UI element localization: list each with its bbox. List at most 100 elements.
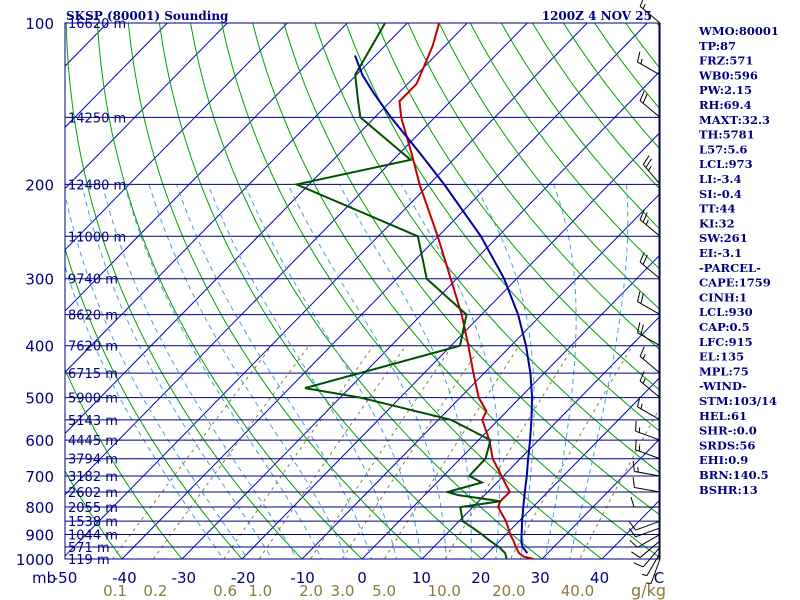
pressure-tick-label: 1000 [16, 551, 54, 569]
wind-barb [636, 291, 661, 316]
wind-barb [639, 90, 661, 118]
mixing-ratio-tick-label: 40.0 [561, 582, 594, 600]
mixing-ratio-line [444, 345, 575, 559]
sounding-traces [293, 23, 534, 559]
moist-adiabat [474, 184, 535, 559]
pressure-tick-label: 500 [25, 390, 54, 408]
stability-indices: WMO:80001TP:87FRZ:571WB0:596PW:2.15RH:69… [698, 24, 779, 497]
wind-barb [631, 540, 661, 558]
parcel-trace [354, 55, 534, 554]
isotherm [121, 23, 648, 559]
wind-barb [639, 371, 661, 399]
dry-adiabat [65, 469, 123, 559]
temperature-tick-label: -50 [53, 569, 78, 587]
isotherm [301, 193, 659, 559]
wind-barb [645, 558, 661, 584]
index-line: HEL:61 [699, 409, 747, 423]
wind-barb [636, 396, 661, 421]
isotherm [65, 23, 468, 435]
plot-border [64, 22, 660, 560]
height-label: 7620 m [68, 340, 118, 355]
mixing-ratio-tick-label: 5.0 [372, 582, 396, 600]
index-line: SHR-:0.0 [699, 424, 757, 438]
wind-barb [628, 520, 661, 531]
mixing-ratio-tick-label: 3.0 [331, 582, 355, 600]
index-line: TT:44 [699, 202, 736, 216]
temperature-tick-label: -20 [231, 569, 256, 587]
dry-adiabat [65, 368, 183, 559]
isotherm [481, 377, 659, 559]
isotherm [65, 23, 348, 312]
temperature-tick-label: -10 [290, 569, 315, 587]
wind-barb [628, 527, 661, 538]
mixing-ratio-unit-label: g/kg [631, 581, 666, 600]
height-label: 9740 m [68, 273, 118, 288]
wind-barb [632, 477, 661, 493]
mixing-ratio-tick-label: 0.2 [143, 582, 167, 600]
isotherm [65, 23, 228, 190]
mixing-ratio-line [111, 345, 273, 559]
moist-adiabat [339, 184, 472, 559]
temperature-tick-label: 0 [357, 569, 367, 587]
index-line: EL:135 [699, 350, 744, 364]
height-label: 14250 m [68, 111, 126, 126]
height-label: 3794 m [68, 453, 118, 468]
isotherm [65, 23, 588, 557]
moist-adiabat [544, 184, 577, 559]
mixing-ratio-line [579, 408, 659, 559]
height-label: 5143 m [68, 414, 118, 429]
moist-adiabat [176, 184, 372, 559]
moist-adiabat [65, 265, 224, 559]
isotherm [65, 23, 528, 496]
mixing-ratio-line [258, 345, 407, 559]
height-label: 2602 m [68, 486, 118, 501]
mixing-ratio-tick-label: 0.6 [213, 582, 237, 600]
mixing-ratio-tick-label: 2.0 [299, 582, 323, 600]
wind-barb [633, 546, 661, 568]
isotherm [65, 23, 408, 373]
wind-barb [639, 0, 661, 24]
wind-barb [641, 552, 661, 577]
moist-adiabat-lines [65, 184, 629, 559]
index-line: CINH:1 [699, 290, 747, 304]
height-label: 4445 m [68, 434, 118, 449]
index-line: -WIND- [699, 379, 747, 393]
isotherm [541, 438, 659, 559]
temperature-end-label: C [654, 569, 664, 587]
mixing-ratio-line [309, 345, 453, 559]
wind-barb [639, 209, 661, 237]
pressure-tick-label: 800 [25, 499, 54, 517]
height-label: 16620 m [68, 17, 126, 32]
moist-adiabat [101, 184, 298, 559]
pressure-tick-label: 200 [25, 176, 54, 194]
index-line: LCL:930 [699, 305, 753, 319]
wind-barb [636, 322, 661, 347]
pressure-axis: 100 200 300 400 500 600 700 800 900 1000 [16, 15, 54, 569]
isotherm [65, 23, 168, 129]
height-label: 3182 m [68, 470, 118, 485]
temperature-tick-label: 30 [531, 569, 550, 587]
height-label: 12480 m [68, 178, 126, 193]
temperature-tick-label: 40 [590, 569, 609, 587]
pressure-tick-label: 700 [25, 468, 54, 486]
index-line: SI:-0.4 [699, 187, 742, 201]
temperature-axis: -50 -40 -30 -20 -10 0 10 20 30 40 C [53, 569, 664, 587]
index-line: -PARCEL- [699, 261, 761, 275]
chart-datetime: 1200Z 4 NOV 25 [542, 9, 652, 23]
mixing-ratio-axis: 0.1 0.2 0.6 1.0 2.0 3.0 5.0 10.0 20.0 40.0 [103, 582, 594, 600]
moist-adiabat [287, 184, 447, 559]
mixing-ratio-tick-label: 10.0 [428, 582, 461, 600]
pressure-unit-label: mb [32, 569, 56, 587]
index-line: SRDS:56 [699, 438, 755, 452]
index-line: STM:103/14 [699, 394, 777, 408]
wind-barb [630, 496, 660, 508]
mixing-ratio-line [509, 345, 633, 559]
pressure-tick-label: 300 [25, 271, 54, 289]
height-label: 119 m [68, 553, 110, 568]
isotherm-lines [65, 23, 659, 559]
isotherm [181, 71, 659, 559]
temperature-tick-label: -30 [172, 569, 197, 587]
chart-title: SKSP (80001) Sounding [66, 9, 229, 23]
temperature-tick-label: -40 [112, 569, 137, 587]
